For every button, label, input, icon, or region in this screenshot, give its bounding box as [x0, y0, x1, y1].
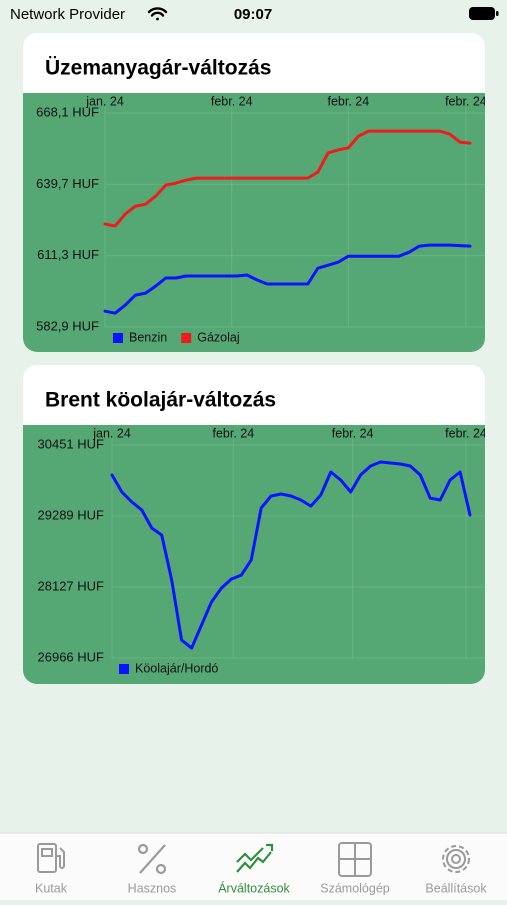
legend-swatch — [181, 333, 192, 343]
x-tick-label: febr. 24 — [445, 426, 487, 440]
chart-card: Brent köolajár-változás 30451 HUF 29289 HU… — [23, 365, 487, 684]
charts: Üzemanyagár-változás 668,1 HUF 639,7 HUF 61… — [23, 33, 487, 684]
x-tick-label: febr. 24 — [211, 94, 253, 108]
tab-icon-hasznos[interactable] — [137, 843, 167, 875]
x-tick-label: febr. 24 — [327, 94, 369, 108]
battery-icon — [469, 7, 499, 20]
legend-label: Benzin — [129, 330, 167, 344]
tab-icon-szamologep[interactable] — [338, 842, 372, 877]
line-series — [103, 129, 472, 228]
tab-icon-beallitasok[interactable] — [442, 845, 470, 873]
y-tick-label: 28127 HUF — [38, 578, 105, 593]
card-title: Üzemanyagár-változás — [45, 57, 271, 80]
x-tick-label: jan. 24 — [85, 94, 124, 108]
tab-label[interactable]: Számológép — [320, 881, 390, 895]
tab-label[interactable]: Beállítások — [425, 881, 487, 895]
legend-label: Gázolaj — [197, 330, 239, 344]
tab-label[interactable]: Hasznos — [128, 881, 177, 895]
tab-icon-arvaltozasok[interactable] — [236, 843, 274, 873]
plot-background — [23, 425, 485, 684]
chart-card: Üzemanyagár-változás 668,1 HUF 639,7 HUF 61… — [23, 33, 487, 352]
tab-icon-kutak[interactable] — [37, 843, 65, 873]
y-tick-label: 611,3 HUF — [37, 247, 99, 262]
tab-bar — [0, 833, 507, 900]
wifi-icon — [147, 7, 168, 21]
line-series — [103, 243, 472, 315]
x-tick-label: febr. 24 — [332, 426, 374, 440]
y-tick-label: 639,7 HUF — [36, 176, 99, 191]
tab-labels: Kutak Hasznos Árváltozások Számológép Beállí… — [35, 880, 487, 895]
legend-swatch — [119, 664, 129, 674]
carrier: Network Provider — [10, 6, 125, 23]
plot-background — [23, 93, 485, 352]
x-tick-label: jan. 24 — [92, 426, 131, 440]
tab-label[interactable]: Árváltozások — [218, 880, 290, 895]
legend-label: Köolajár/Hordó — [135, 661, 218, 675]
legend-swatch — [113, 333, 123, 343]
line-series — [110, 460, 472, 650]
y-tick-label: 29289 HUF — [38, 507, 105, 522]
y-tick-label: 582,9 HUF — [36, 318, 99, 333]
x-tick-label: febr. 24 — [445, 94, 487, 108]
clock: 09:07 — [234, 6, 272, 23]
x-tick-label: febr. 24 — [212, 426, 254, 440]
tab-label[interactable]: Kutak — [35, 881, 68, 895]
y-tick-label: 668,1 HUF — [36, 104, 99, 119]
y-tick-label: 30451 HUF — [38, 436, 105, 451]
card-title: Brent köolajár-változás — [45, 389, 276, 412]
y-tick-label: 26966 HUF — [38, 649, 105, 664]
